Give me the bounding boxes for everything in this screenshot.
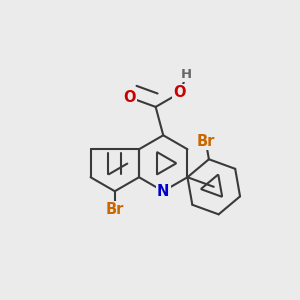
Text: O: O: [123, 90, 136, 105]
Text: H: H: [181, 68, 192, 81]
Text: Br: Br: [106, 202, 124, 217]
Text: O: O: [174, 85, 186, 100]
Text: Br: Br: [196, 134, 215, 149]
Text: N: N: [157, 184, 170, 199]
